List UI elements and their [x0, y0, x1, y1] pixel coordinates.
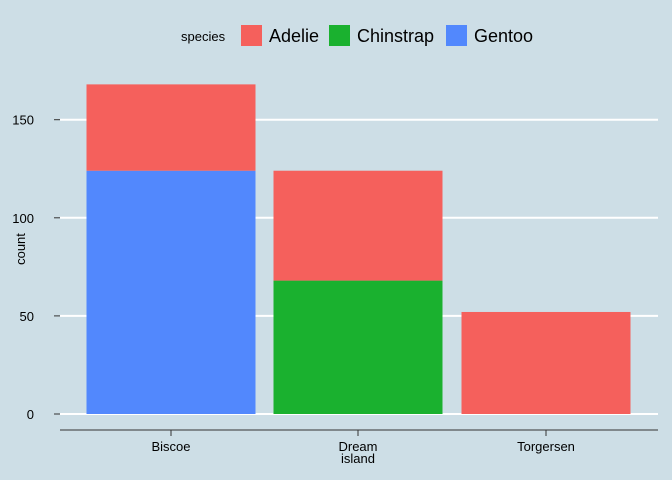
legend-key-gentoo [446, 25, 467, 46]
bars [86, 84, 631, 414]
legend-label-gentoo: Gentoo [474, 26, 533, 46]
x-tick-label-biscoe: Biscoe [151, 439, 190, 454]
legend-label-chinstrap: Chinstrap [357, 26, 434, 46]
x-tick-label-dream: Dream [338, 439, 377, 454]
legend-key-chinstrap [329, 25, 350, 46]
x-tick-label-torgersen: Torgersen [517, 439, 575, 454]
bar-dream-adelie [273, 170, 443, 281]
y-tick-label: 150 [12, 113, 34, 128]
y-tick-label: 50 [20, 309, 34, 324]
y-tick-label: 100 [12, 211, 34, 226]
bar-biscoe-gentoo [86, 170, 256, 414]
legend-title: species [181, 29, 226, 44]
bar-dream-chinstrap [273, 280, 443, 414]
x-axis-label: island [341, 451, 375, 466]
legend: species Adelie Chinstrap Gentoo [181, 25, 533, 46]
y-axis-label: count [13, 233, 28, 265]
y-tick-label: 0 [27, 407, 34, 422]
bar-biscoe-adelie [86, 84, 256, 171]
legend-key-adelie [241, 25, 262, 46]
bar-torgersen-adelie [461, 311, 631, 414]
axes: 0 50 100 150 Biscoe Dream Torgersen [12, 113, 658, 454]
legend-label-adelie: Adelie [269, 26, 319, 46]
